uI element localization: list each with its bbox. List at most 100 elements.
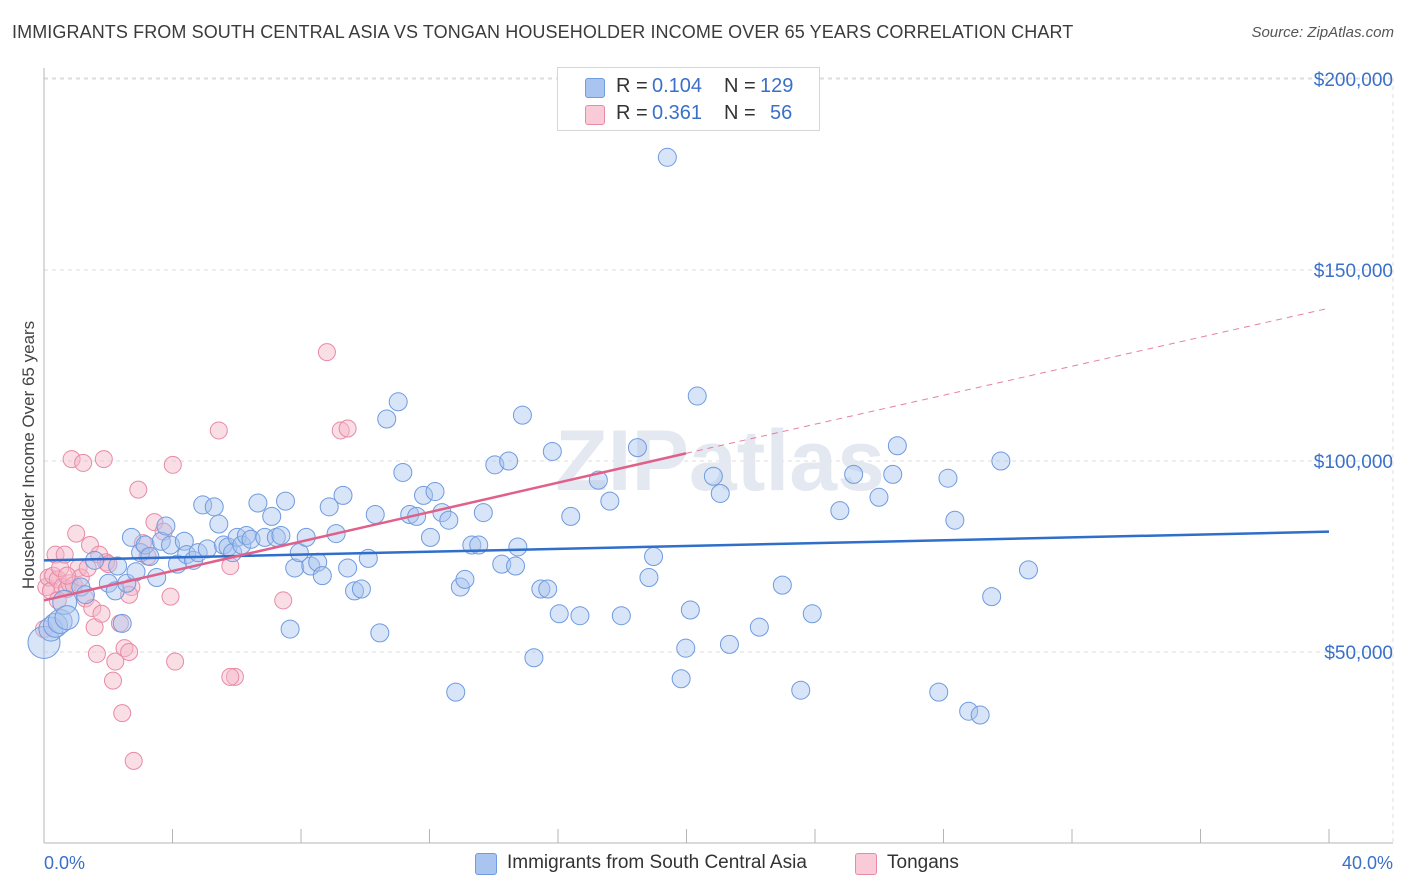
y-axis-label: Householder Income Over 65 years — [19, 321, 38, 589]
south-central-asia-point — [54, 605, 80, 631]
tongan-point — [317, 343, 336, 362]
south-central-asia-point — [262, 506, 282, 526]
legend-row-pink: R = 0.361 N = 56 — [558, 102, 819, 130]
tongan-point — [62, 450, 81, 469]
x-tick-label: 0.0% — [44, 853, 85, 873]
y-tick-label: $50,000 — [1324, 643, 1393, 664]
south-central-asia-point — [772, 575, 792, 595]
south-central-asia-point — [802, 604, 822, 624]
tongan-point — [120, 643, 139, 661]
n-label: N = — [724, 102, 756, 124]
south-central-asia-point — [351, 579, 371, 599]
south-central-asia-point — [627, 438, 647, 458]
south-central-asia-point — [280, 619, 300, 639]
r-value: 0.361 — [652, 102, 703, 124]
south-central-asia-point — [991, 451, 1011, 471]
south-central-asia-point — [887, 436, 907, 456]
south-central-asia-point — [657, 147, 677, 167]
tongan-point — [67, 524, 86, 543]
south-central-asia-point — [561, 506, 581, 526]
south-central-asia-point — [365, 504, 385, 524]
tongan-point — [331, 421, 350, 440]
tongan-point — [274, 591, 293, 610]
south-central-asia-point — [393, 462, 413, 482]
south-central-asia-point — [156, 516, 176, 536]
south-central-asia-point — [319, 497, 339, 517]
tongan-point — [58, 566, 77, 585]
south-central-asia-point — [112, 613, 132, 633]
south-central-asia-point — [425, 482, 445, 502]
tongan-point — [129, 480, 148, 499]
south-central-asia-points — [27, 147, 1038, 725]
tongan-point — [113, 704, 132, 723]
tongan-point — [92, 604, 111, 623]
south-central-asia-point — [506, 556, 526, 576]
south-central-asia-point — [204, 497, 224, 517]
tongan-point — [163, 455, 182, 474]
south-central-asia-point — [542, 441, 562, 461]
tongan-point — [87, 644, 106, 663]
south-central-asia-point — [945, 510, 965, 530]
south-central-asia-point — [47, 608, 73, 634]
south-central-asia-point — [140, 547, 160, 566]
south-central-asia-point — [345, 581, 365, 601]
tongan-point — [124, 751, 143, 770]
correlation-legend: R = 0.104 N = 129 R = 0.361 N = 56 — [557, 67, 820, 131]
tongan-point — [209, 421, 228, 440]
axes — [43, 68, 1393, 844]
tongan-point — [221, 667, 240, 686]
south-central-asia-point — [883, 464, 903, 484]
tongan-point — [161, 587, 180, 606]
tongan-point — [225, 667, 244, 686]
south-central-asia-point — [388, 392, 408, 412]
tick-labels: $50,000 $100,000 $150,000 $200,000 0.0% 40.0% — [44, 70, 1393, 873]
r-label: R = — [616, 75, 648, 97]
south-central-asia-point — [676, 638, 696, 658]
blue-legend-swatch — [475, 853, 497, 875]
south-central-asia-point — [147, 568, 167, 588]
blue-swatch — [585, 78, 605, 98]
r-label: R = — [616, 102, 648, 124]
south-central-asia-point — [844, 464, 864, 484]
y-tick-label: $150,000 — [1314, 261, 1393, 282]
south-central-asia-point — [197, 539, 217, 559]
legend-label: Tongans — [887, 852, 959, 873]
tongan-point — [106, 652, 125, 671]
south-central-asia-point — [255, 527, 275, 547]
tongan-point — [145, 513, 164, 532]
south-central-asia-point — [703, 466, 723, 486]
south-central-asia-point — [151, 531, 171, 551]
south-central-asia-point — [135, 535, 155, 555]
south-central-asia-point — [639, 568, 659, 588]
trend-lines — [43, 307, 1330, 602]
south-central-asia-point — [749, 617, 769, 637]
tongan-point — [120, 585, 139, 604]
pink-legend-swatch — [855, 853, 877, 875]
south-central-asia-point — [126, 562, 146, 582]
tongan-point — [81, 536, 100, 555]
south-central-asia-point — [524, 648, 544, 668]
south-central-asia-point — [1018, 560, 1038, 580]
tongan-point — [94, 450, 113, 469]
tongan-point — [338, 419, 357, 438]
south-central-asia-point — [570, 606, 590, 626]
south-central-asia-point — [710, 483, 730, 503]
legend-row-blue: R = 0.104 N = 129 — [558, 75, 819, 103]
south-central-asia-point — [285, 558, 305, 578]
south-central-asia-point — [209, 514, 229, 534]
south-central-asia-point — [312, 566, 332, 586]
south-central-asia-point — [108, 556, 128, 576]
south-central-asia-point — [473, 503, 493, 523]
south-central-asia-point — [492, 554, 512, 574]
south-central-asia-point — [611, 606, 631, 626]
r-value: 0.104 — [652, 75, 703, 97]
chart-title: IMMIGRANTS FROM SOUTH CENTRAL ASIA VS TO… — [12, 22, 1074, 42]
y-tick-label: $100,000 — [1314, 452, 1393, 473]
south-central-asia-point — [671, 669, 691, 689]
south-central-asia-point — [970, 705, 990, 725]
south-central-asia-point — [333, 485, 353, 505]
south-central-asia-point — [680, 600, 700, 620]
tongan-point — [71, 568, 90, 587]
south-central-asia-point — [644, 547, 664, 566]
south-central-asia-point — [938, 468, 958, 488]
